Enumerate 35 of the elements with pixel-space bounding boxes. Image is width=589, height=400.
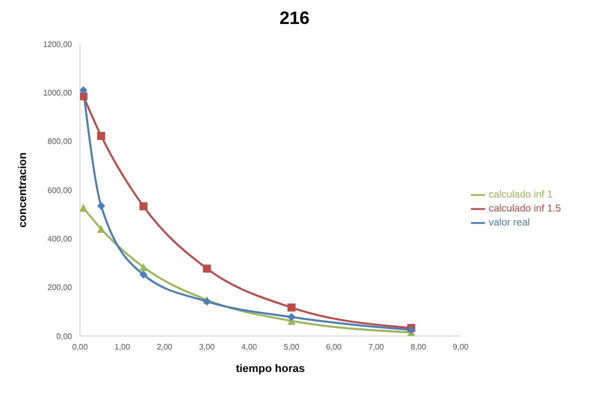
- y-tick-label: 1000,00: [43, 88, 73, 98]
- point: [97, 202, 106, 210]
- legend-label: valor real: [488, 218, 530, 229]
- x-axis-title: tiempo horas: [236, 363, 305, 375]
- y-tick-label: 600,00: [48, 186, 73, 195]
- y-tick-label: 0,00: [56, 332, 73, 341]
- point: [288, 313, 296, 322]
- x-tick-label: 3,00: [199, 342, 216, 352]
- y-axis-title: concentracion: [16, 152, 29, 228]
- x-tick-label: 5,00: [284, 342, 300, 352]
- x-tick-label: 8,00: [410, 342, 427, 352]
- x-tick-label: 2,00: [156, 342, 173, 352]
- point: [97, 132, 106, 140]
- x-tick-label: 0,00: [72, 342, 88, 352]
- y-tick-label: 1200,00: [43, 40, 73, 49]
- x-tick-label: 4,00: [241, 342, 258, 352]
- point: [80, 92, 88, 100]
- point: [139, 263, 148, 272]
- x-tick-label: 6,00: [326, 342, 342, 352]
- x-tick-label: 1,00: [114, 342, 131, 352]
- point: [80, 204, 88, 212]
- x-tick-label: 7,00: [368, 342, 384, 352]
- y-tick-label: 400,00: [48, 234, 73, 244]
- point: [139, 202, 148, 210]
- point: [288, 304, 296, 312]
- legend-label: calculado inf 1: [488, 190, 553, 201]
- y-tick-label: 200,00: [48, 283, 73, 292]
- x-tick-label: 9,00: [452, 342, 470, 352]
- chart-title: 216: [278, 8, 311, 30]
- y-tick-label: 800,00: [48, 137, 73, 146]
- point: [80, 86, 88, 94]
- point: [139, 270, 148, 279]
- point: [202, 264, 211, 273]
- point: [97, 224, 106, 233]
- legend-label: calculado inf 1.5: [488, 204, 561, 215]
